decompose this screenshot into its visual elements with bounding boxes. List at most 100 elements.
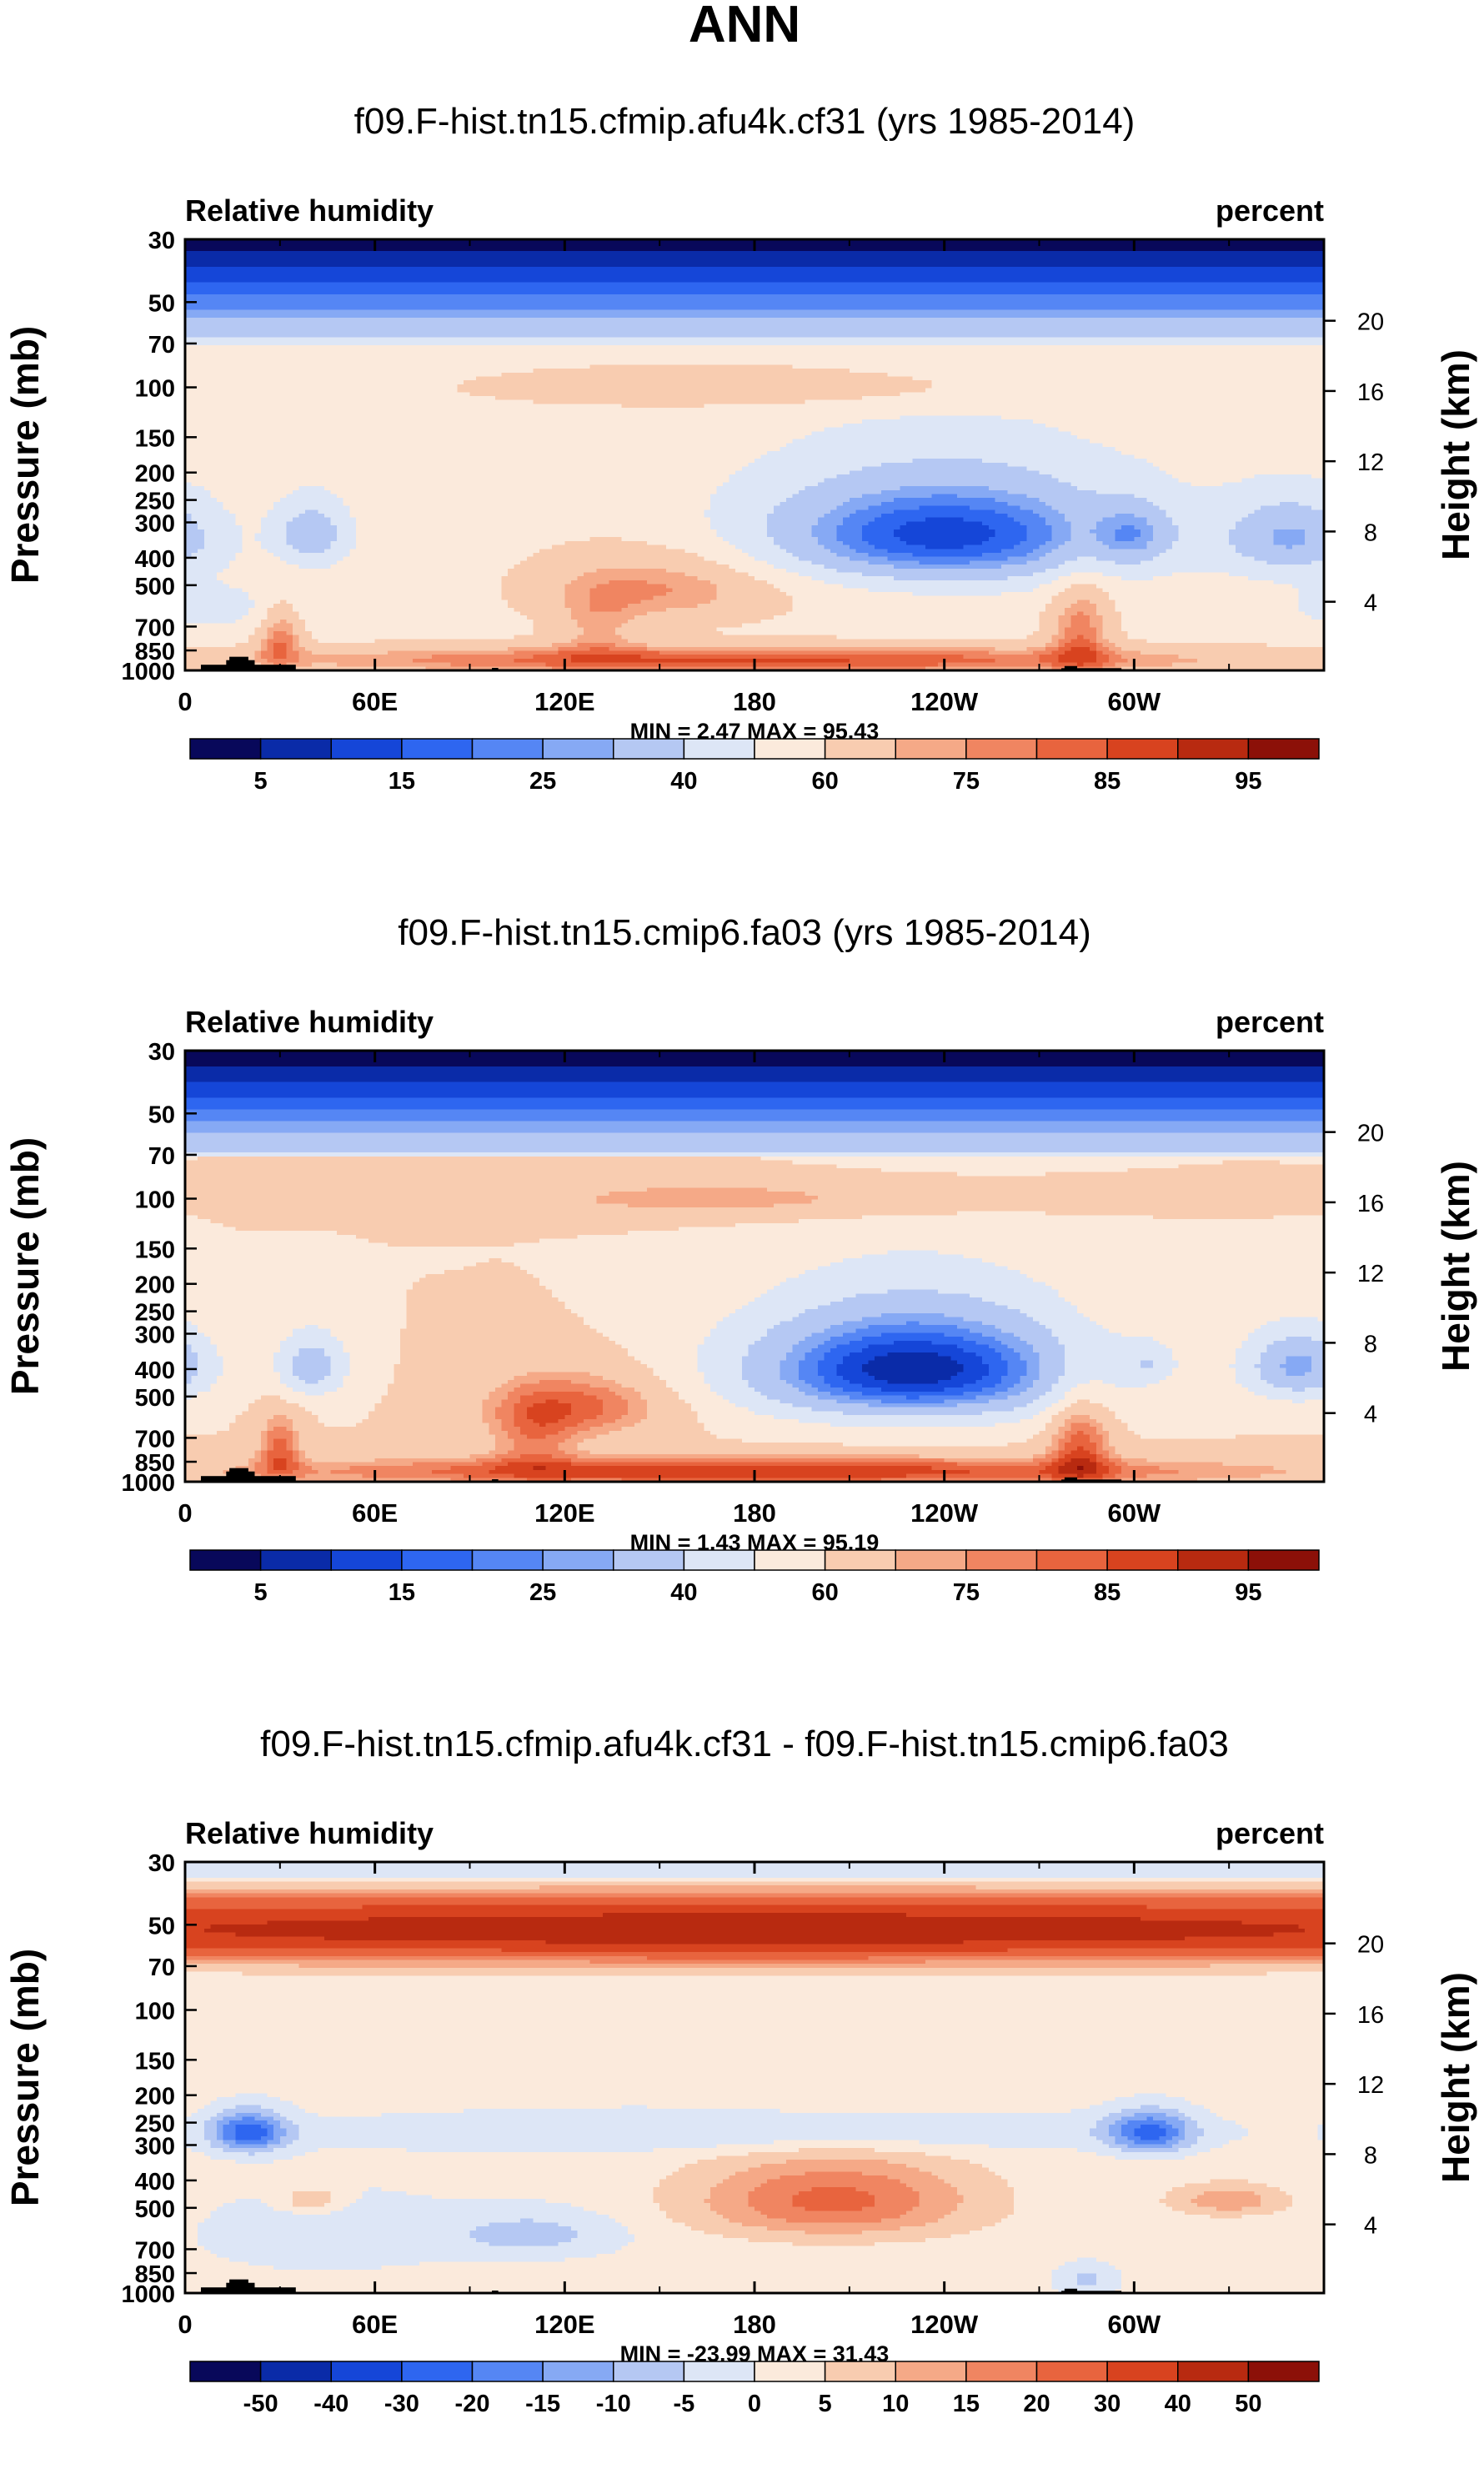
colorbar-label: 10 (882, 2391, 909, 2417)
left-label: Relative humidity (185, 1816, 434, 1850)
panel-title: f09.F-hist.tn15.cmip6.fa03 (yrs 1985-201… (398, 912, 1091, 953)
x-tick-label: 180 (733, 687, 776, 716)
y-tick-label: 150 (135, 425, 175, 452)
colorbar-box (966, 1550, 1037, 1570)
colorbar-box (331, 2361, 402, 2381)
colorbar-box (261, 2361, 332, 2381)
colorbar-box (1178, 739, 1249, 759)
colorbar-label: 40 (670, 768, 697, 795)
colorbar-label: -15 (525, 2391, 560, 2417)
colorbar-label: -20 (455, 2391, 490, 2417)
colorbar-box (895, 2361, 966, 2381)
figure-title: ANN (689, 0, 800, 53)
colorbar-label: -5 (673, 2391, 694, 2417)
x-tick-label: 60W (1107, 687, 1161, 716)
y-tick-label: 200 (135, 2084, 175, 2110)
colorbar: 5 15 25 40 60 75 85 95 (190, 1550, 1319, 1606)
x-tick-label: 180 (733, 2310, 776, 2339)
colorbar-box (614, 2361, 684, 2381)
colorbar-box (825, 2361, 896, 2381)
height-tick-label: 20 (1357, 309, 1384, 336)
y-tick-label: 50 (148, 290, 175, 317)
colorbar-box (755, 739, 825, 759)
y-tick-label: 1000 (121, 2281, 175, 2308)
colorbar-box (473, 1550, 544, 1570)
y-tick-label: 400 (135, 1357, 175, 1384)
colorbar-box (684, 2361, 755, 2381)
y-tick-label: 500 (135, 574, 175, 600)
y-tick-label: 150 (135, 2048, 175, 2075)
x-tick-label: 60W (1107, 1498, 1161, 1528)
height-tick-label: 20 (1357, 1121, 1384, 1147)
panel-title: f09.F-hist.tn15.cfmip.afu4k.cf31 - f09.F… (260, 1724, 1229, 1764)
colorbar-box (331, 1550, 402, 1570)
y-tick-label: 70 (148, 1955, 175, 1981)
colorbar-label: 95 (1235, 1579, 1261, 1606)
colorbar-box (190, 739, 261, 759)
colorbar-label: 40 (1165, 2391, 1191, 2417)
x-tick-label: 0 (178, 1498, 192, 1528)
y2-axis-title: Height (km) (1434, 1972, 1477, 2183)
colorbar-label: 50 (1235, 2391, 1261, 2417)
colorbar-label: -10 (596, 2391, 631, 2417)
colorbar: 5 15 25 40 60 75 85 95 (190, 739, 1319, 795)
colorbar-label: 40 (670, 1579, 697, 1606)
height-tick-label: 8 (1364, 1331, 1377, 1357)
y-tick-label: 500 (135, 1385, 175, 1412)
y-tick-label: 300 (135, 510, 175, 537)
right-label: percent (1216, 1816, 1324, 1850)
panel-title: f09.F-hist.tn15.cfmip.afu4k.cf31 (yrs 19… (354, 101, 1136, 142)
height-tick-label: 8 (1364, 2142, 1377, 2169)
colorbar-box (966, 739, 1037, 759)
colorbar-label: -50 (243, 2391, 278, 2417)
colorbar-label: 0 (748, 2391, 761, 2417)
colorbar-box (402, 2361, 473, 2381)
colorbar-box (614, 739, 684, 759)
colorbar-box (1107, 739, 1178, 759)
x-tick-label: 0 (178, 2310, 192, 2339)
left-label: Relative humidity (185, 1005, 434, 1039)
colorbar-box (1037, 1550, 1108, 1570)
colorbar-box (190, 1550, 261, 1570)
y2-axis-title: Height (km) (1434, 1161, 1477, 1372)
colorbar-label: 15 (389, 768, 415, 795)
colorbar-box (402, 739, 473, 759)
colorbar-box (614, 1550, 684, 1570)
colorbar-label: 5 (254, 1579, 268, 1606)
colorbar-box (1248, 739, 1319, 759)
colorbar-label: 5 (819, 2391, 832, 2417)
colorbar-box (966, 2361, 1037, 2381)
topography-mask (229, 657, 248, 670)
x-tick-label: 60W (1107, 2310, 1161, 2339)
left-label: Relative humidity (185, 193, 434, 228)
y-tick-label: 700 (135, 615, 175, 641)
y-tick-label: 700 (135, 1426, 175, 1453)
figure: ANN f09.F-hist.tn15.cfmip.afu4k.cf31 (yr… (0, 0, 1484, 2479)
colorbar-label: 95 (1235, 768, 1261, 795)
height-tick-label: 16 (1357, 1191, 1384, 1217)
x-tick-label: 120E (534, 2310, 594, 2339)
x-tick-label: 180 (733, 1498, 776, 1528)
colorbar-box (755, 2361, 825, 2381)
colorbar-box (825, 1550, 896, 1570)
colorbar-label: 25 (529, 1579, 556, 1606)
height-tick-label: 8 (1364, 519, 1377, 546)
colorbar-box (261, 1550, 332, 1570)
colorbar-label: 85 (1094, 768, 1121, 795)
height-tick-label: 12 (1357, 449, 1384, 476)
panel-3: f09.F-hist.tn15.cfmip.afu4k.cf31 - f09.F… (3, 1724, 1477, 2417)
y-tick-label: 700 (135, 2237, 175, 2264)
colorbar-label: 30 (1094, 2391, 1121, 2417)
colorbar-box (1248, 2361, 1319, 2381)
height-tick-label: 4 (1364, 590, 1377, 617)
height-tick-label: 12 (1357, 1261, 1384, 1287)
colorbar-box (402, 1550, 473, 1570)
contour-field (185, 1051, 1325, 1483)
y2-axis-title: Height (km) (1434, 349, 1477, 560)
height-tick-label: 4 (1364, 1402, 1377, 1428)
colorbar-label: 15 (389, 1579, 415, 1606)
colorbar-label: 25 (529, 768, 556, 795)
topography-mask (229, 1468, 248, 1482)
colorbar-box (1037, 739, 1108, 759)
y-tick-label: 30 (148, 1850, 175, 1877)
